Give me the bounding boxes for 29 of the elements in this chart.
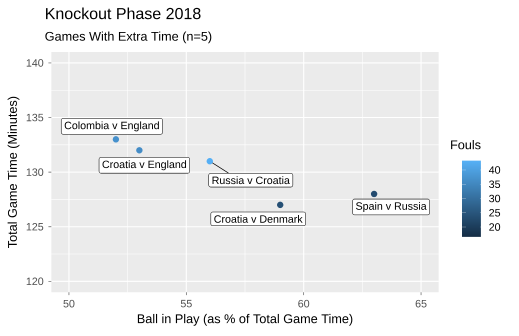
point [112, 136, 120, 143]
y-axis-title: Total Game Time (Minutes) [8, 96, 20, 248]
y-tick-label: 135 [26, 114, 44, 122]
x-tick-label: 55 [180, 300, 192, 308]
color-bar-label: 25 [489, 208, 500, 217]
y-tick-label: 125 [26, 222, 44, 231]
point [206, 158, 213, 164]
annotation: Colombia v England [64, 121, 159, 132]
annotation: Spain v Russia [356, 202, 427, 212]
annotation: Croatia v Denmark [214, 214, 303, 223]
color-bar-label: 40 [488, 166, 500, 174]
color-bar-label: 30 [489, 194, 500, 202]
point [370, 190, 378, 198]
x-tick-label: 65 [416, 300, 427, 308]
x-tick-label: 50 [63, 300, 74, 308]
x-axis-title: Ball in Play (as % of Total Game Time) [138, 314, 352, 326]
annotation: Croatia v England [102, 160, 186, 170]
point [136, 147, 143, 154]
chart-title: Knockout Phase 2018 [46, 7, 201, 20]
color-bar-label: 20 [489, 223, 500, 231]
point [277, 202, 284, 208]
y-tick-label: 120 [26, 278, 44, 286]
chart-subtitle: Games With Extra Time (n=5) [45, 31, 212, 44]
x-tick-label: 60 [298, 300, 310, 308]
color-bar-title: Fouls [451, 140, 481, 150]
y-tick-label: 130 [26, 168, 44, 176]
y-tick-label: 140 [26, 59, 44, 67]
color-bar-label: 35 [489, 180, 500, 188]
annotation: Russia v Croatia [212, 176, 290, 184]
